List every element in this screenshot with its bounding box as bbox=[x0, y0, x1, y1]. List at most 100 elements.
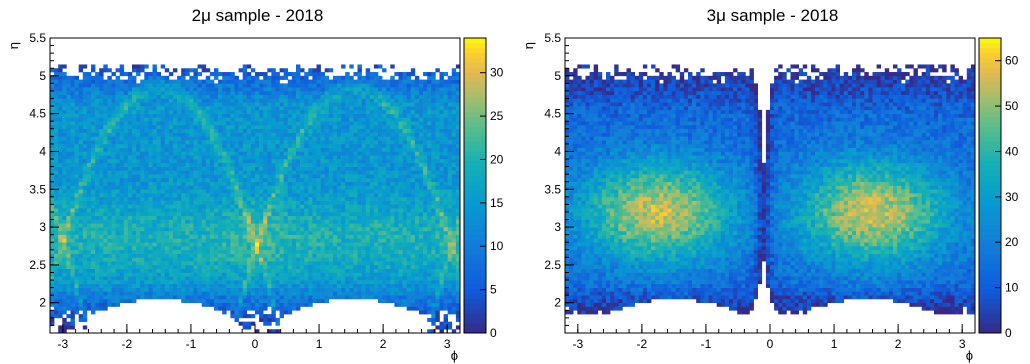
heatmap-cell bbox=[353, 295, 358, 300]
heatmap-cell bbox=[91, 132, 96, 137]
heatmap-cell bbox=[123, 177, 129, 183]
heatmap-cell bbox=[82, 132, 88, 137]
heatmap-cell bbox=[365, 215, 371, 220]
heatmap-cell bbox=[119, 83, 125, 88]
heatmap-cell bbox=[312, 242, 317, 247]
heatmap-cell bbox=[242, 295, 248, 300]
heatmap-cell bbox=[205, 196, 211, 201]
heatmap-cell bbox=[99, 79, 104, 84]
heatmap-cell bbox=[193, 261, 198, 266]
heatmap-cell bbox=[345, 193, 350, 198]
heatmap-cell bbox=[160, 124, 166, 130]
heatmap-cell bbox=[181, 227, 186, 232]
heatmap-cell bbox=[222, 230, 227, 235]
heatmap-cell bbox=[357, 87, 362, 92]
heatmap-cell bbox=[95, 246, 100, 251]
heatmap-cell bbox=[160, 287, 166, 292]
heatmap-cell bbox=[345, 211, 350, 217]
heatmap-cell bbox=[242, 155, 248, 160]
heatmap-cell bbox=[267, 268, 272, 273]
heatmap-cell bbox=[209, 257, 215, 262]
heatmap-cell bbox=[263, 189, 268, 194]
heatmap-cell bbox=[209, 268, 215, 273]
heatmap-cell bbox=[332, 238, 338, 243]
heatmap-cell bbox=[140, 94, 145, 99]
heatmap-cell bbox=[123, 295, 129, 300]
heatmap-cell bbox=[259, 302, 264, 307]
heatmap-cell bbox=[123, 230, 129, 235]
heatmap-cell bbox=[99, 113, 104, 118]
heatmap-cell bbox=[54, 310, 59, 315]
heatmap-cell bbox=[287, 246, 293, 251]
heatmap-cell bbox=[111, 72, 116, 77]
heatmap-cell bbox=[160, 211, 166, 217]
heatmap-cell bbox=[361, 200, 366, 205]
heatmap-cell bbox=[201, 162, 207, 167]
heatmap-cell bbox=[193, 121, 198, 126]
heatmap-cell bbox=[82, 306, 88, 311]
heatmap-cell bbox=[177, 87, 182, 92]
heatmap-cell bbox=[152, 64, 157, 69]
heatmap-cell bbox=[250, 90, 256, 96]
heatmap-cell bbox=[238, 219, 243, 224]
heatmap-cell bbox=[119, 124, 125, 130]
heatmap-cell bbox=[177, 166, 182, 171]
heatmap-cell bbox=[373, 242, 379, 247]
heatmap-cell bbox=[74, 147, 79, 152]
heatmap-cell bbox=[132, 140, 137, 145]
heatmap-cell bbox=[250, 102, 256, 107]
heatmap-cell bbox=[320, 90, 325, 96]
heatmap-cell bbox=[127, 242, 133, 247]
heatmap-cell bbox=[324, 166, 330, 171]
heatmap-cell bbox=[185, 155, 190, 160]
heatmap-cell bbox=[132, 87, 137, 92]
heatmap-cell bbox=[328, 177, 334, 183]
heatmap-cell bbox=[308, 261, 313, 266]
heatmap-cell bbox=[353, 155, 358, 160]
heatmap-cell bbox=[234, 200, 239, 205]
heatmap-cell bbox=[54, 83, 59, 88]
heatmap-cell bbox=[275, 302, 280, 307]
heatmap-cell bbox=[201, 298, 207, 304]
heatmap-cell bbox=[279, 136, 284, 141]
heatmap-cell bbox=[123, 143, 129, 148]
heatmap-cell bbox=[226, 98, 231, 103]
heatmap-cell bbox=[369, 257, 375, 262]
heatmap-cell bbox=[132, 155, 137, 160]
heatmap-cell bbox=[140, 264, 145, 269]
heatmap-cell bbox=[287, 132, 293, 137]
heatmap-cell bbox=[103, 261, 108, 266]
heatmap-cell bbox=[279, 170, 284, 175]
heatmap-cell bbox=[316, 162, 321, 167]
heatmap-cell bbox=[226, 151, 231, 156]
heatmap-cell bbox=[86, 136, 92, 141]
heatmap-cell bbox=[160, 189, 166, 194]
heatmap-cell bbox=[287, 98, 293, 103]
heatmap-cell bbox=[78, 295, 84, 300]
heatmap-cell bbox=[168, 276, 174, 281]
heatmap-cell bbox=[209, 295, 215, 300]
heatmap-cell bbox=[238, 189, 243, 194]
heatmap-cell bbox=[291, 83, 297, 88]
heatmap-cell bbox=[369, 79, 375, 84]
heatmap-cell bbox=[218, 204, 223, 209]
heatmap-cell bbox=[103, 196, 108, 201]
heatmap-cell bbox=[152, 132, 157, 137]
heatmap-cell bbox=[238, 268, 243, 273]
heatmap-cell bbox=[177, 117, 182, 122]
heatmap-cell bbox=[95, 249, 100, 254]
heatmap-cell bbox=[189, 215, 194, 220]
heatmap-cell bbox=[246, 298, 252, 304]
heatmap-cell bbox=[267, 189, 272, 194]
heatmap-cell bbox=[62, 170, 67, 175]
heatmap-cell bbox=[127, 272, 133, 277]
heatmap-cell bbox=[173, 211, 178, 217]
heatmap-cell bbox=[173, 287, 178, 292]
heatmap-cell bbox=[144, 170, 149, 175]
heatmap-cell bbox=[140, 106, 145, 111]
heatmap-cell bbox=[144, 117, 149, 122]
heatmap-cell bbox=[91, 159, 96, 164]
heatmap-cell bbox=[255, 87, 260, 92]
heatmap-cell bbox=[238, 124, 243, 130]
heatmap-cell bbox=[132, 238, 137, 243]
